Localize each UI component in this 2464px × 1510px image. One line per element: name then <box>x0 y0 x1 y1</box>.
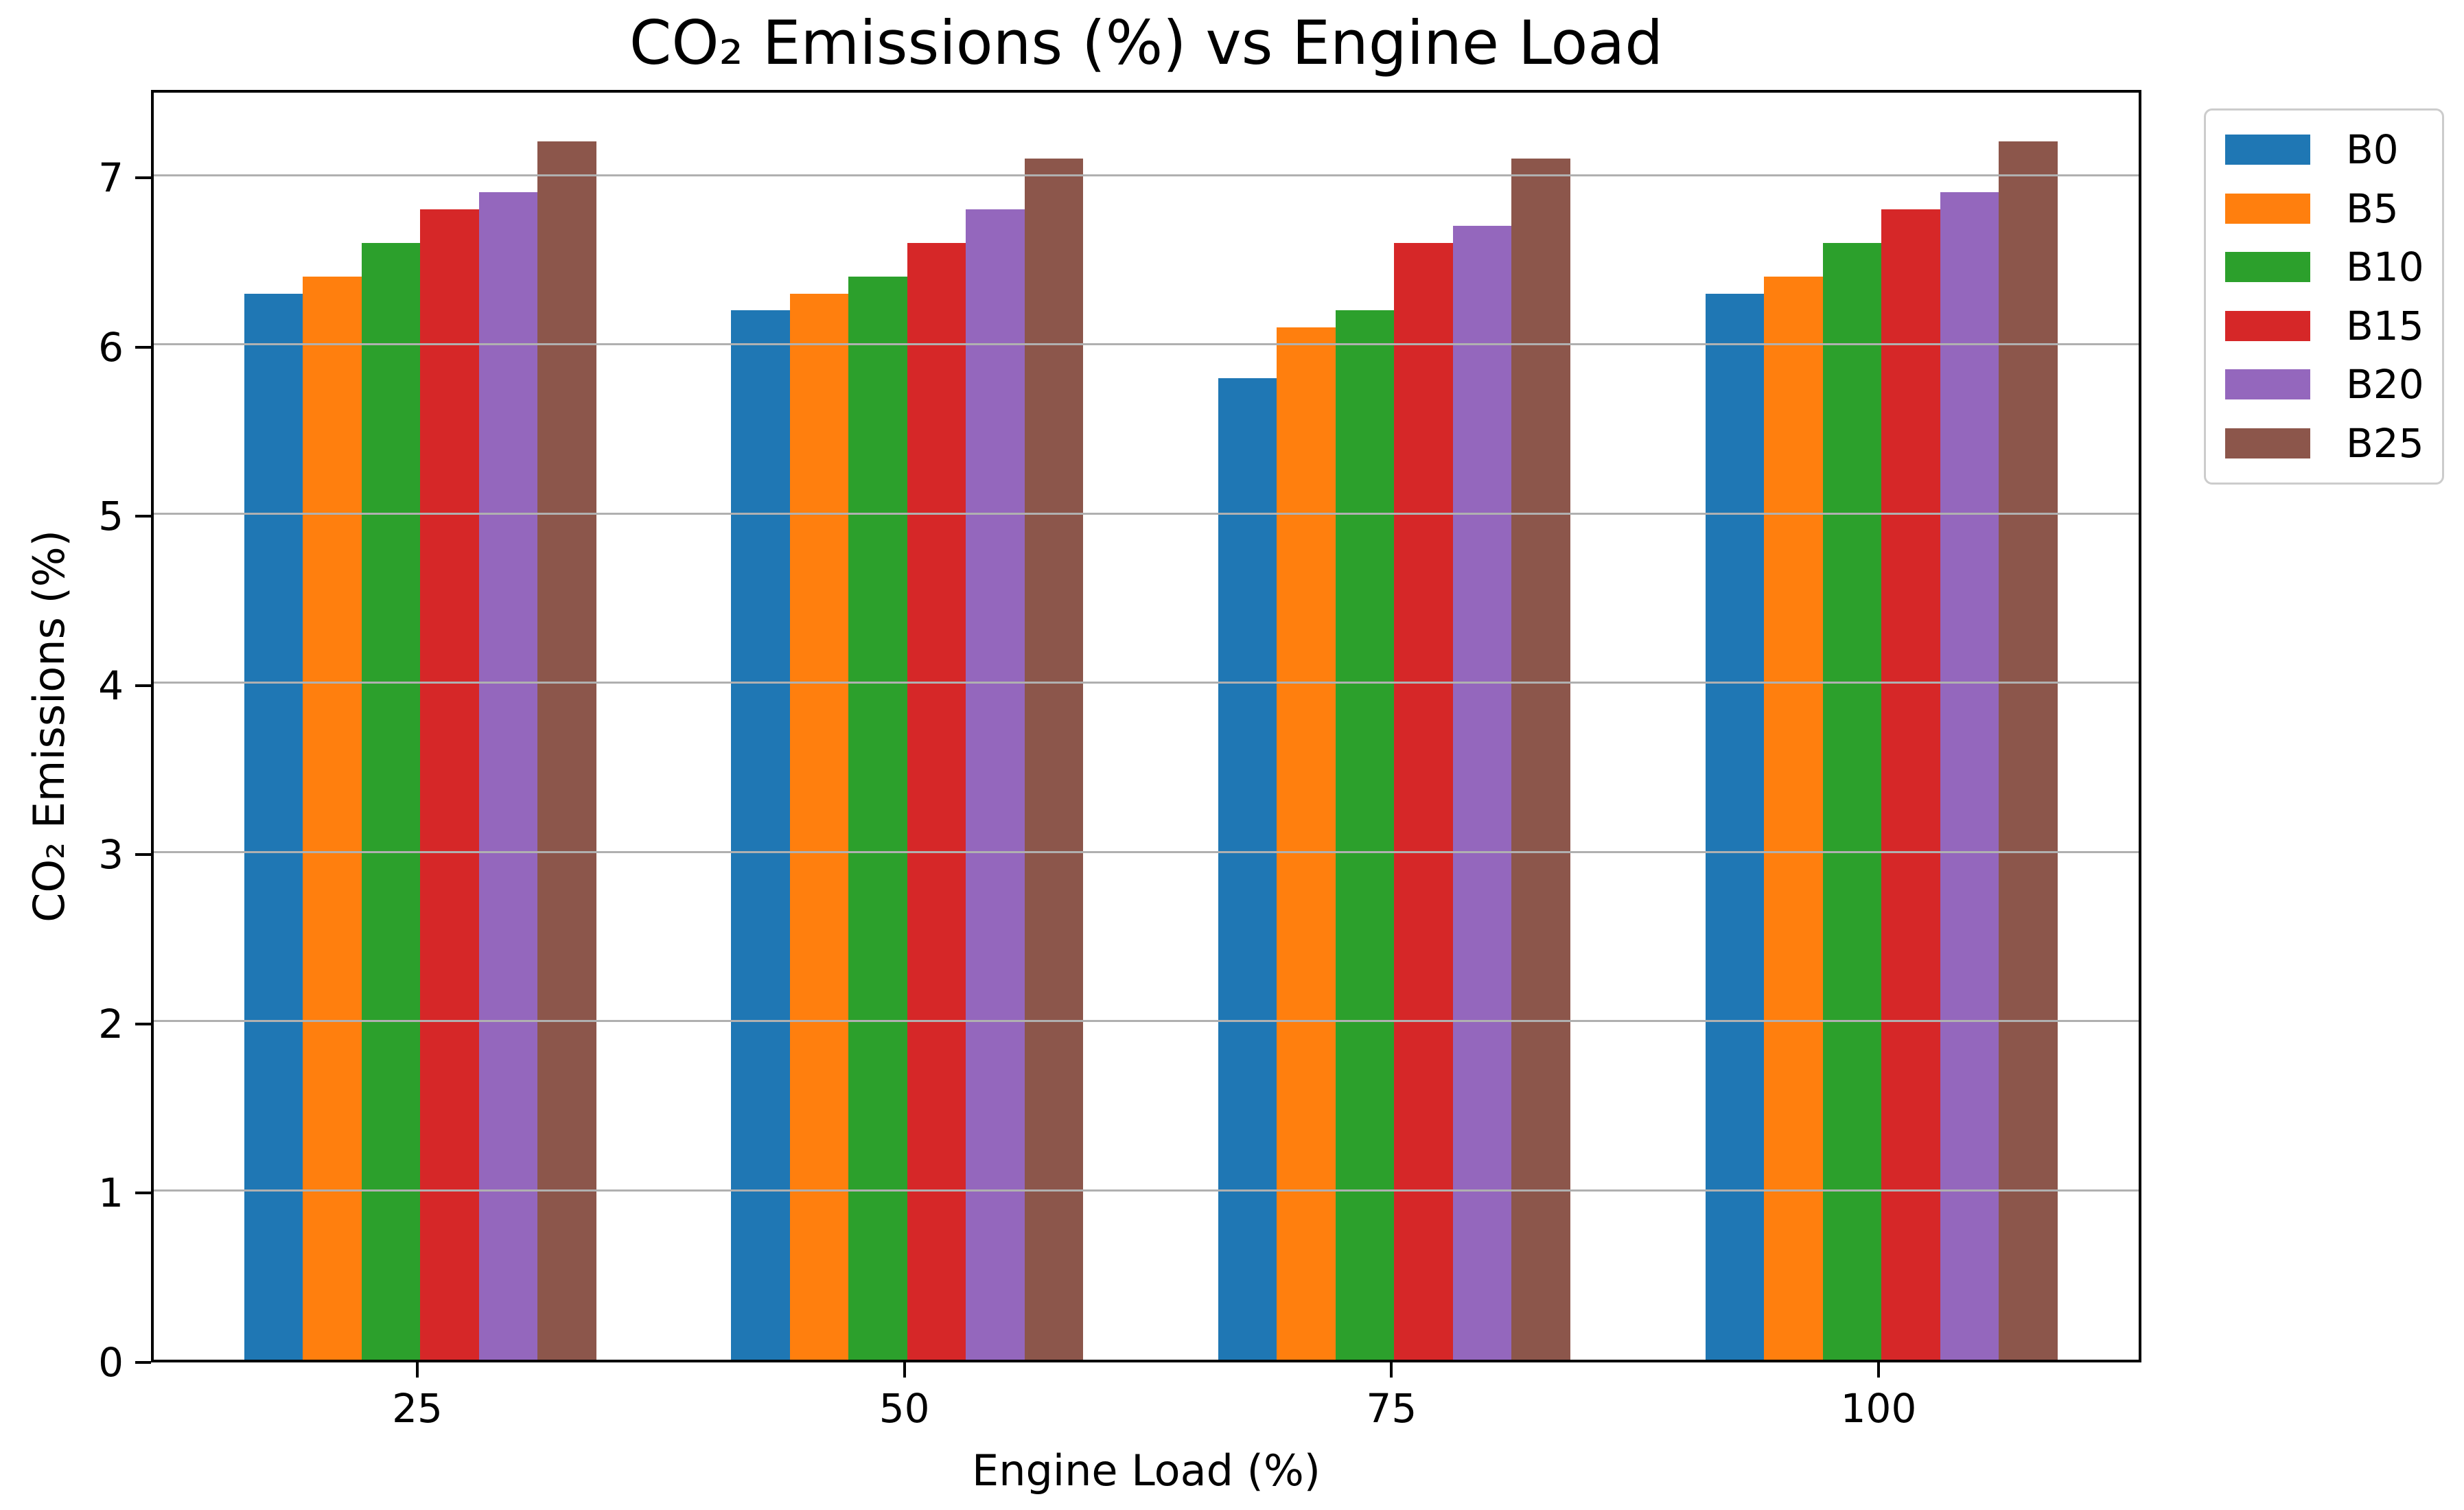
bar-B10-100 <box>1822 242 1881 1360</box>
bar-B10-75 <box>1335 310 1395 1360</box>
x-tick-mark-50 <box>903 1362 906 1378</box>
bar-B15-100 <box>1881 209 1940 1360</box>
y-tick-mark-6 <box>135 345 151 349</box>
legend-item-B10: B10 <box>2225 244 2424 291</box>
legend-item-B0: B0 <box>2225 130 2423 170</box>
bar-B0-50 <box>731 310 790 1360</box>
bar-B20-50 <box>966 209 1025 1360</box>
bars-layer <box>154 93 2139 1360</box>
y-tick-mark-7 <box>135 176 151 180</box>
plot-area <box>151 90 2141 1362</box>
bar-B10-50 <box>848 277 907 1360</box>
x-tick-mark-100 <box>1877 1362 1880 1378</box>
bar-B5-100 <box>1764 277 1823 1360</box>
y-tick-label-7: 7 <box>98 154 124 202</box>
legend: B0 B5 B10 B15 B20 B25 <box>2204 108 2444 485</box>
x-tick-label-25: 25 <box>392 1385 443 1432</box>
bar-B10-25 <box>361 242 420 1360</box>
x-tick-label-75: 75 <box>1366 1385 1417 1432</box>
bar-B25-75 <box>1511 158 1570 1360</box>
y-tick-mark-2 <box>135 1022 151 1025</box>
bar-B0-25 <box>244 293 303 1360</box>
x-tick-label-50: 50 <box>879 1385 930 1432</box>
bar-B5-50 <box>789 293 849 1360</box>
bar-B15-75 <box>1394 242 1453 1360</box>
bar-B15-25 <box>420 209 479 1360</box>
legend-swatch-B5 <box>2225 193 2310 224</box>
legend-swatch-B20 <box>2225 369 2310 400</box>
bar-B20-25 <box>478 191 537 1360</box>
bar-B0-75 <box>1218 378 1277 1360</box>
chart-title: CO₂ Emissions (%) vs Engine Load <box>629 8 1664 78</box>
legend-swatch-B25 <box>2225 428 2310 458</box>
bar-B25-25 <box>537 141 596 1360</box>
x-axis-label: Engine Load (%) <box>972 1445 1321 1496</box>
x-tick-label-100: 100 <box>1840 1385 1917 1432</box>
y-tick-mark-4 <box>135 684 151 687</box>
legend-item-B25: B25 <box>2225 419 2424 467</box>
legend-item-B15: B15 <box>2225 302 2424 349</box>
legend-label-B0: B0 <box>2346 126 2399 173</box>
legend-label-B5: B5 <box>2346 185 2399 232</box>
y-tick-label-0: 0 <box>98 1339 124 1386</box>
bar-B20-75 <box>1452 226 1512 1360</box>
legend-label-B15: B15 <box>2346 302 2424 349</box>
legend-label-B25: B25 <box>2346 419 2424 467</box>
legend-swatch-B15 <box>2225 310 2310 341</box>
bar-B5-25 <box>303 277 362 1360</box>
legend-item-B5: B5 <box>2225 189 2423 229</box>
legend-label-B10: B10 <box>2346 244 2424 291</box>
y-tick-label-1: 1 <box>98 1170 124 1217</box>
y-tick-label-5: 5 <box>98 493 124 540</box>
bar-B0-100 <box>1705 293 1764 1360</box>
y-tick-mark-0 <box>135 1361 151 1364</box>
x-tick-mark-25 <box>416 1362 419 1378</box>
y-tick-label-2: 2 <box>98 1000 124 1047</box>
y-tick-mark-5 <box>135 515 151 518</box>
x-tick-mark-75 <box>1390 1362 1393 1378</box>
bar-B25-50 <box>1024 158 1084 1360</box>
y-tick-label-6: 6 <box>98 323 124 371</box>
bar-B20-100 <box>1940 191 1999 1360</box>
y-tick-mark-3 <box>135 853 151 857</box>
legend-item-B20: B20 <box>2225 361 2424 408</box>
y-tick-label-4: 4 <box>98 662 124 709</box>
bar-B5-75 <box>1277 327 1336 1360</box>
y-tick-label-3: 3 <box>98 831 124 879</box>
bar-B15-50 <box>907 242 966 1360</box>
legend-label-B20: B20 <box>2346 361 2424 408</box>
legend-swatch-B10 <box>2225 252 2310 283</box>
y-tick-mark-1 <box>135 1192 151 1195</box>
legend-swatch-B0 <box>2225 135 2310 165</box>
bar-B25-100 <box>1999 141 2058 1360</box>
